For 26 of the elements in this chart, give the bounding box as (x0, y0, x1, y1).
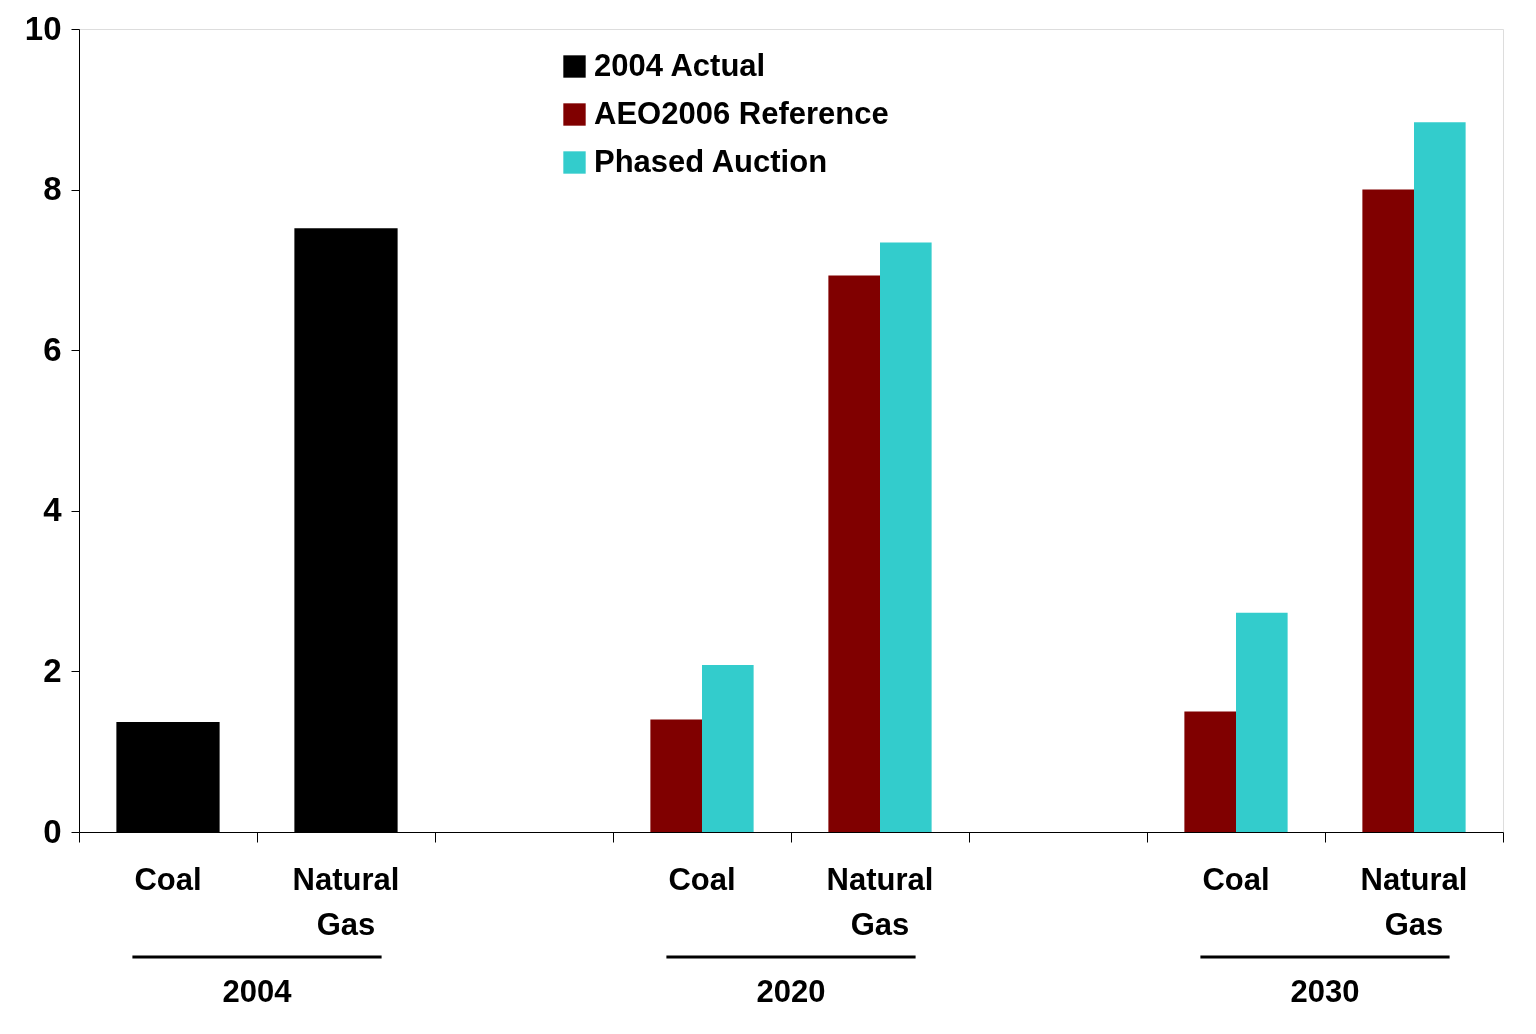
text: 2020 (756, 974, 826, 1009)
x-tick-label: Coal (1202, 862, 1270, 897)
bar (1414, 122, 1466, 832)
text: 2030 (1290, 974, 1360, 1009)
x-tick-label: Natural Gas (1360, 862, 1468, 942)
y-tick-label: 2 (43, 651, 62, 689)
text: 2004 (222, 974, 293, 1009)
x-tick-label: Natural Gas (826, 862, 934, 942)
bar (1236, 612, 1288, 832)
legend-label: Phased Auction (594, 143, 828, 179)
y-tick-label: 6 (43, 330, 62, 368)
y-tick-label: 0 (43, 812, 62, 850)
bar (702, 664, 754, 832)
x-tick-label: Coal (668, 862, 736, 897)
x-tick-label: Natural Gas (292, 862, 400, 942)
bar (650, 719, 702, 832)
y-tick-label: 4 (43, 491, 63, 529)
legend-label: 2004 Actual (594, 47, 766, 83)
bar (1362, 189, 1414, 832)
bar (828, 275, 880, 832)
x-tick-label: Coal (134, 862, 202, 897)
y-tick-label: 8 (43, 170, 62, 208)
bar (1184, 711, 1236, 832)
bar (880, 242, 932, 832)
legend-label: AEO2006 Reference (594, 95, 889, 131)
y-tick-label: 10 (24, 9, 62, 47)
